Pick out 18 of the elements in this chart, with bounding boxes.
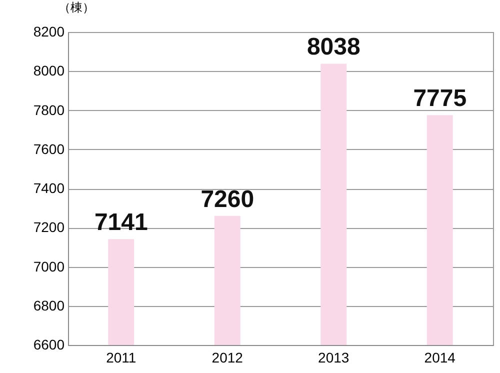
data-label: 7260 xyxy=(200,186,254,213)
x-tick-label: 2014 xyxy=(424,350,456,366)
y-tick-label: 7800 xyxy=(33,102,65,118)
x-tick-label: 2013 xyxy=(318,350,350,366)
y-tick-label: 6800 xyxy=(33,297,65,314)
x-tick-label: 2011 xyxy=(106,350,136,366)
y-axis-title: （棟） xyxy=(58,0,94,14)
data-label: 8038 xyxy=(306,34,360,61)
data-label: 7141 xyxy=(94,209,148,236)
x-tick-label: 2012 xyxy=(212,350,244,366)
y-tick-label: 8200 xyxy=(33,24,65,40)
y-tick-label: 7000 xyxy=(33,258,65,274)
y-tick-label: 8000 xyxy=(33,62,65,79)
data-label: 7775 xyxy=(413,85,467,112)
y-tick-label: 7600 xyxy=(33,140,65,157)
y-tick-label: 7200 xyxy=(33,219,65,236)
y-tick-label: 7400 xyxy=(33,180,65,196)
y-tick-label: 6600 xyxy=(33,336,65,352)
